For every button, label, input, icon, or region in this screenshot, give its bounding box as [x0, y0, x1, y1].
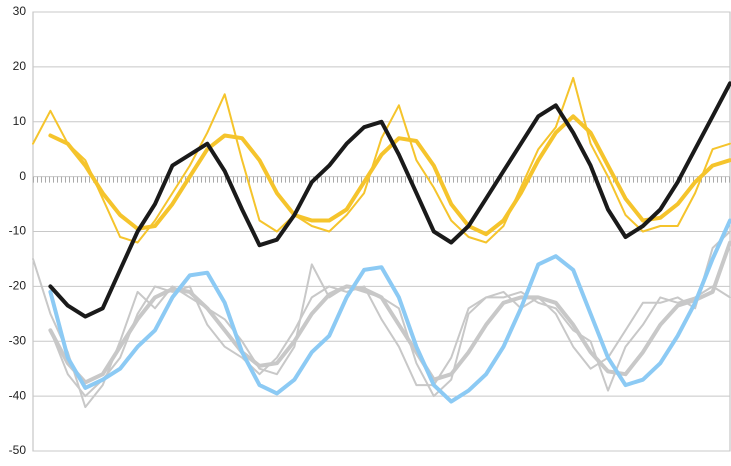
y-tick-label: 10 [13, 114, 27, 128]
series-line [49, 230, 731, 398]
y-tick-label: 30 [13, 4, 27, 18]
series-line [48, 240, 731, 385]
y-tick-label: -40 [9, 388, 27, 402]
series-line [48, 81, 731, 319]
y-tick-label: -20 [9, 279, 27, 293]
y-tick-label: -30 [9, 333, 27, 347]
series-line [48, 218, 731, 404]
y-tick-label: 0 [19, 169, 26, 183]
series-line [32, 76, 731, 244]
series-line [48, 114, 731, 237]
y-tick-label: -50 [9, 443, 27, 457]
y-tick-label: -10 [9, 224, 27, 238]
y-tick-label: 20 [13, 59, 27, 73]
